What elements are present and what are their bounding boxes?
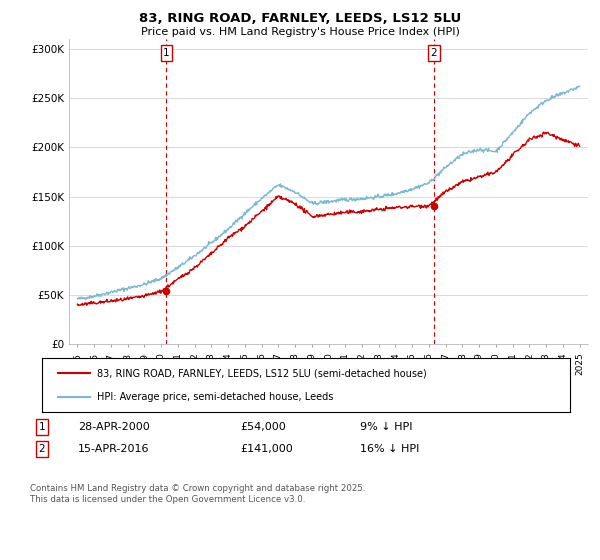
Text: 83, RING ROAD, FARNLEY, LEEDS, LS12 5LU: 83, RING ROAD, FARNLEY, LEEDS, LS12 5LU [139,12,461,25]
Text: 1: 1 [38,422,46,432]
Text: Contains HM Land Registry data © Crown copyright and database right 2025.
This d: Contains HM Land Registry data © Crown c… [30,484,365,504]
Text: 2: 2 [38,444,46,454]
Text: 2: 2 [430,48,437,58]
Text: 9% ↓ HPI: 9% ↓ HPI [360,422,413,432]
Text: HPI: Average price, semi-detached house, Leeds: HPI: Average price, semi-detached house,… [97,391,334,402]
Text: £54,000: £54,000 [240,422,286,432]
Text: Price paid vs. HM Land Registry's House Price Index (HPI): Price paid vs. HM Land Registry's House … [140,27,460,37]
Text: 15-APR-2016: 15-APR-2016 [78,444,149,454]
Text: £141,000: £141,000 [240,444,293,454]
Text: 1: 1 [163,48,170,58]
Text: 28-APR-2000: 28-APR-2000 [78,422,150,432]
Text: 83, RING ROAD, FARNLEY, LEEDS, LS12 5LU (semi-detached house): 83, RING ROAD, FARNLEY, LEEDS, LS12 5LU … [97,368,427,379]
Text: 16% ↓ HPI: 16% ↓ HPI [360,444,419,454]
